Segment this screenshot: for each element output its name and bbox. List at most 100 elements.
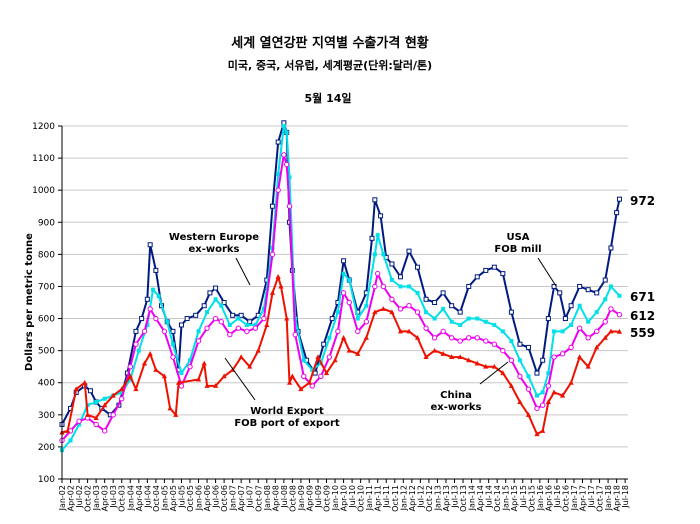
point-china-2017-12 xyxy=(602,335,608,340)
point-western_europe-2008-05 xyxy=(276,172,281,177)
point-china-2010-09 xyxy=(355,351,361,356)
point-world_export-2015-06 xyxy=(517,373,523,380)
point-usa-2015-12 xyxy=(534,370,540,376)
xtick-label-Jul-06: Jul-06 xyxy=(212,485,221,509)
point-usa-2018-04 xyxy=(614,210,620,216)
point-usa-2016-12 xyxy=(568,303,574,309)
point-china-2006-10 xyxy=(221,373,227,379)
annotation-leader-western_europe xyxy=(235,257,251,286)
point-usa-2015-06 xyxy=(517,341,523,347)
point-china-2008-03 xyxy=(269,290,276,295)
ytick-label-300: 300 xyxy=(38,411,55,421)
point-world_export-2016-06 xyxy=(551,354,557,360)
point-world_export-2004-10 xyxy=(153,315,159,322)
point-china-2005-03 xyxy=(167,405,173,411)
point-usa-2013-03 xyxy=(440,290,446,296)
ytick-label-100: 100 xyxy=(38,475,55,485)
point-china-2010-12 xyxy=(363,335,369,340)
annotation-world_export-line-1: World Export xyxy=(250,406,324,417)
point-western_europe-2017-03 xyxy=(577,303,582,308)
point-china-2018-02 xyxy=(608,328,614,334)
ytick-label-700: 700 xyxy=(38,282,55,292)
series-china xyxy=(59,274,623,437)
point-world_export-2008-03 xyxy=(269,251,276,258)
point-world_export-2004-08 xyxy=(147,306,153,312)
xtick-label-Jul-02: Jul-02 xyxy=(75,485,84,509)
xtick-label-Oct-02: Oct-02 xyxy=(84,485,93,512)
xtick-label-Oct-17: Oct-17 xyxy=(596,485,605,512)
point-usa-2011-12 xyxy=(397,274,403,280)
xtick-label-Jan-03: Jan-03 xyxy=(92,485,101,511)
point-china-2015-12 xyxy=(534,431,540,437)
point-china-2014-12 xyxy=(500,370,506,376)
point-western_europe-2004-04 xyxy=(136,348,141,353)
point-usa-2018-02 xyxy=(608,245,614,251)
point-western_europe-2012-03 xyxy=(406,284,411,289)
point-china-2011-03 xyxy=(372,309,378,315)
xtick-label-Jan-16: Jan-16 xyxy=(536,485,545,511)
point-usa-2004-08 xyxy=(147,242,153,248)
xtick-label-Oct-16: Oct-16 xyxy=(561,485,570,512)
chart-title: 세계 열연강판 지역별 수출가격 현황 xyxy=(231,35,429,51)
point-world_export-2013-03 xyxy=(440,328,446,335)
xtick-label-Oct-15: Oct-15 xyxy=(527,485,536,512)
point-western_europe-2010-09 xyxy=(355,316,360,321)
point-usa-2014-12 xyxy=(500,271,506,277)
point-china-2008-06 xyxy=(278,283,284,289)
point-world_export-2004-06 xyxy=(141,328,148,335)
xtick-label-Jan-18: Jan-18 xyxy=(604,485,613,511)
chart-subtitle: 미국, 중국, 서유럽, 세계평균(단위:달러/톤) xyxy=(228,58,432,72)
xtick-label-Jan-17: Jan-17 xyxy=(570,485,579,511)
y-tick-labels: 100 200 300 400 500 600 700 800 900 1000 1100 1200 xyxy=(32,122,55,485)
point-china-2013-09 xyxy=(457,354,463,360)
series-line-china xyxy=(61,275,620,436)
xtick-label-Oct-12: Oct-12 xyxy=(425,485,434,512)
point-usa-2005-12 xyxy=(193,312,199,318)
point-world_export-2014-12 xyxy=(500,347,506,354)
point-western_europe-2014-09 xyxy=(492,322,497,327)
point-china-2012-12 xyxy=(431,347,438,353)
point-world_export-2012-03 xyxy=(406,303,412,309)
point-china-2004-03 xyxy=(133,386,139,392)
xtick-label-Oct-05: Oct-05 xyxy=(186,485,195,512)
point-western_europe-2016-04 xyxy=(546,371,551,376)
point-china-2010-04 xyxy=(340,335,347,340)
point-usa-2013-06 xyxy=(449,303,455,309)
point-usa-2016-08 xyxy=(557,290,563,296)
point-china-2013-03 xyxy=(440,351,446,356)
point-china-2012-03 xyxy=(406,328,412,334)
point-china-2005-01 xyxy=(161,373,167,379)
end-value-world_export: 612 xyxy=(630,309,655,323)
point-western_europe-2005-07 xyxy=(179,371,184,376)
point-world_export-2015-09 xyxy=(525,386,532,392)
point-china-2017-09 xyxy=(594,344,600,350)
point-western_europe-2017-06 xyxy=(586,319,591,324)
point-western_europe-2015-03 xyxy=(509,339,514,344)
point-china-2007-07 xyxy=(247,363,253,369)
point-usa-2013-09 xyxy=(457,309,463,315)
xtick-label-Apr-16: Apr-16 xyxy=(544,485,553,511)
point-western_europe-2013-03 xyxy=(441,306,446,311)
series-line-usa xyxy=(61,121,621,425)
point-world_export-2016-04 xyxy=(545,383,552,389)
point-usa-2011-02 xyxy=(369,235,375,241)
point-usa-2004-07 xyxy=(144,296,150,302)
point-usa-2011-09 xyxy=(389,261,395,267)
point-world_export-2014-03 xyxy=(474,335,480,341)
point-world_export-2011-04 xyxy=(375,270,381,277)
point-world_export-2015-03 xyxy=(508,357,515,363)
ytick-label-1200: 1200 xyxy=(32,122,55,132)
point-western_europe-2006-07 xyxy=(213,297,218,302)
point-western_europe-2010-06 xyxy=(347,278,352,283)
xtick-label-Apr-14: Apr-14 xyxy=(476,485,485,511)
end-value-usa: 972 xyxy=(630,194,655,208)
ytick-label-500: 500 xyxy=(38,347,55,357)
point-world_export-2004-03 xyxy=(133,341,139,347)
point-western_europe-2014-12 xyxy=(500,329,505,334)
point-china-2006-07 xyxy=(212,383,219,388)
point-world_export-2008-11 xyxy=(292,331,298,338)
point-china-2017-03 xyxy=(577,354,583,360)
point-world_export-2005-10 xyxy=(187,363,193,370)
xtick-label-Jul-18: Jul-18 xyxy=(621,485,630,509)
point-china-2012-06 xyxy=(414,335,421,340)
